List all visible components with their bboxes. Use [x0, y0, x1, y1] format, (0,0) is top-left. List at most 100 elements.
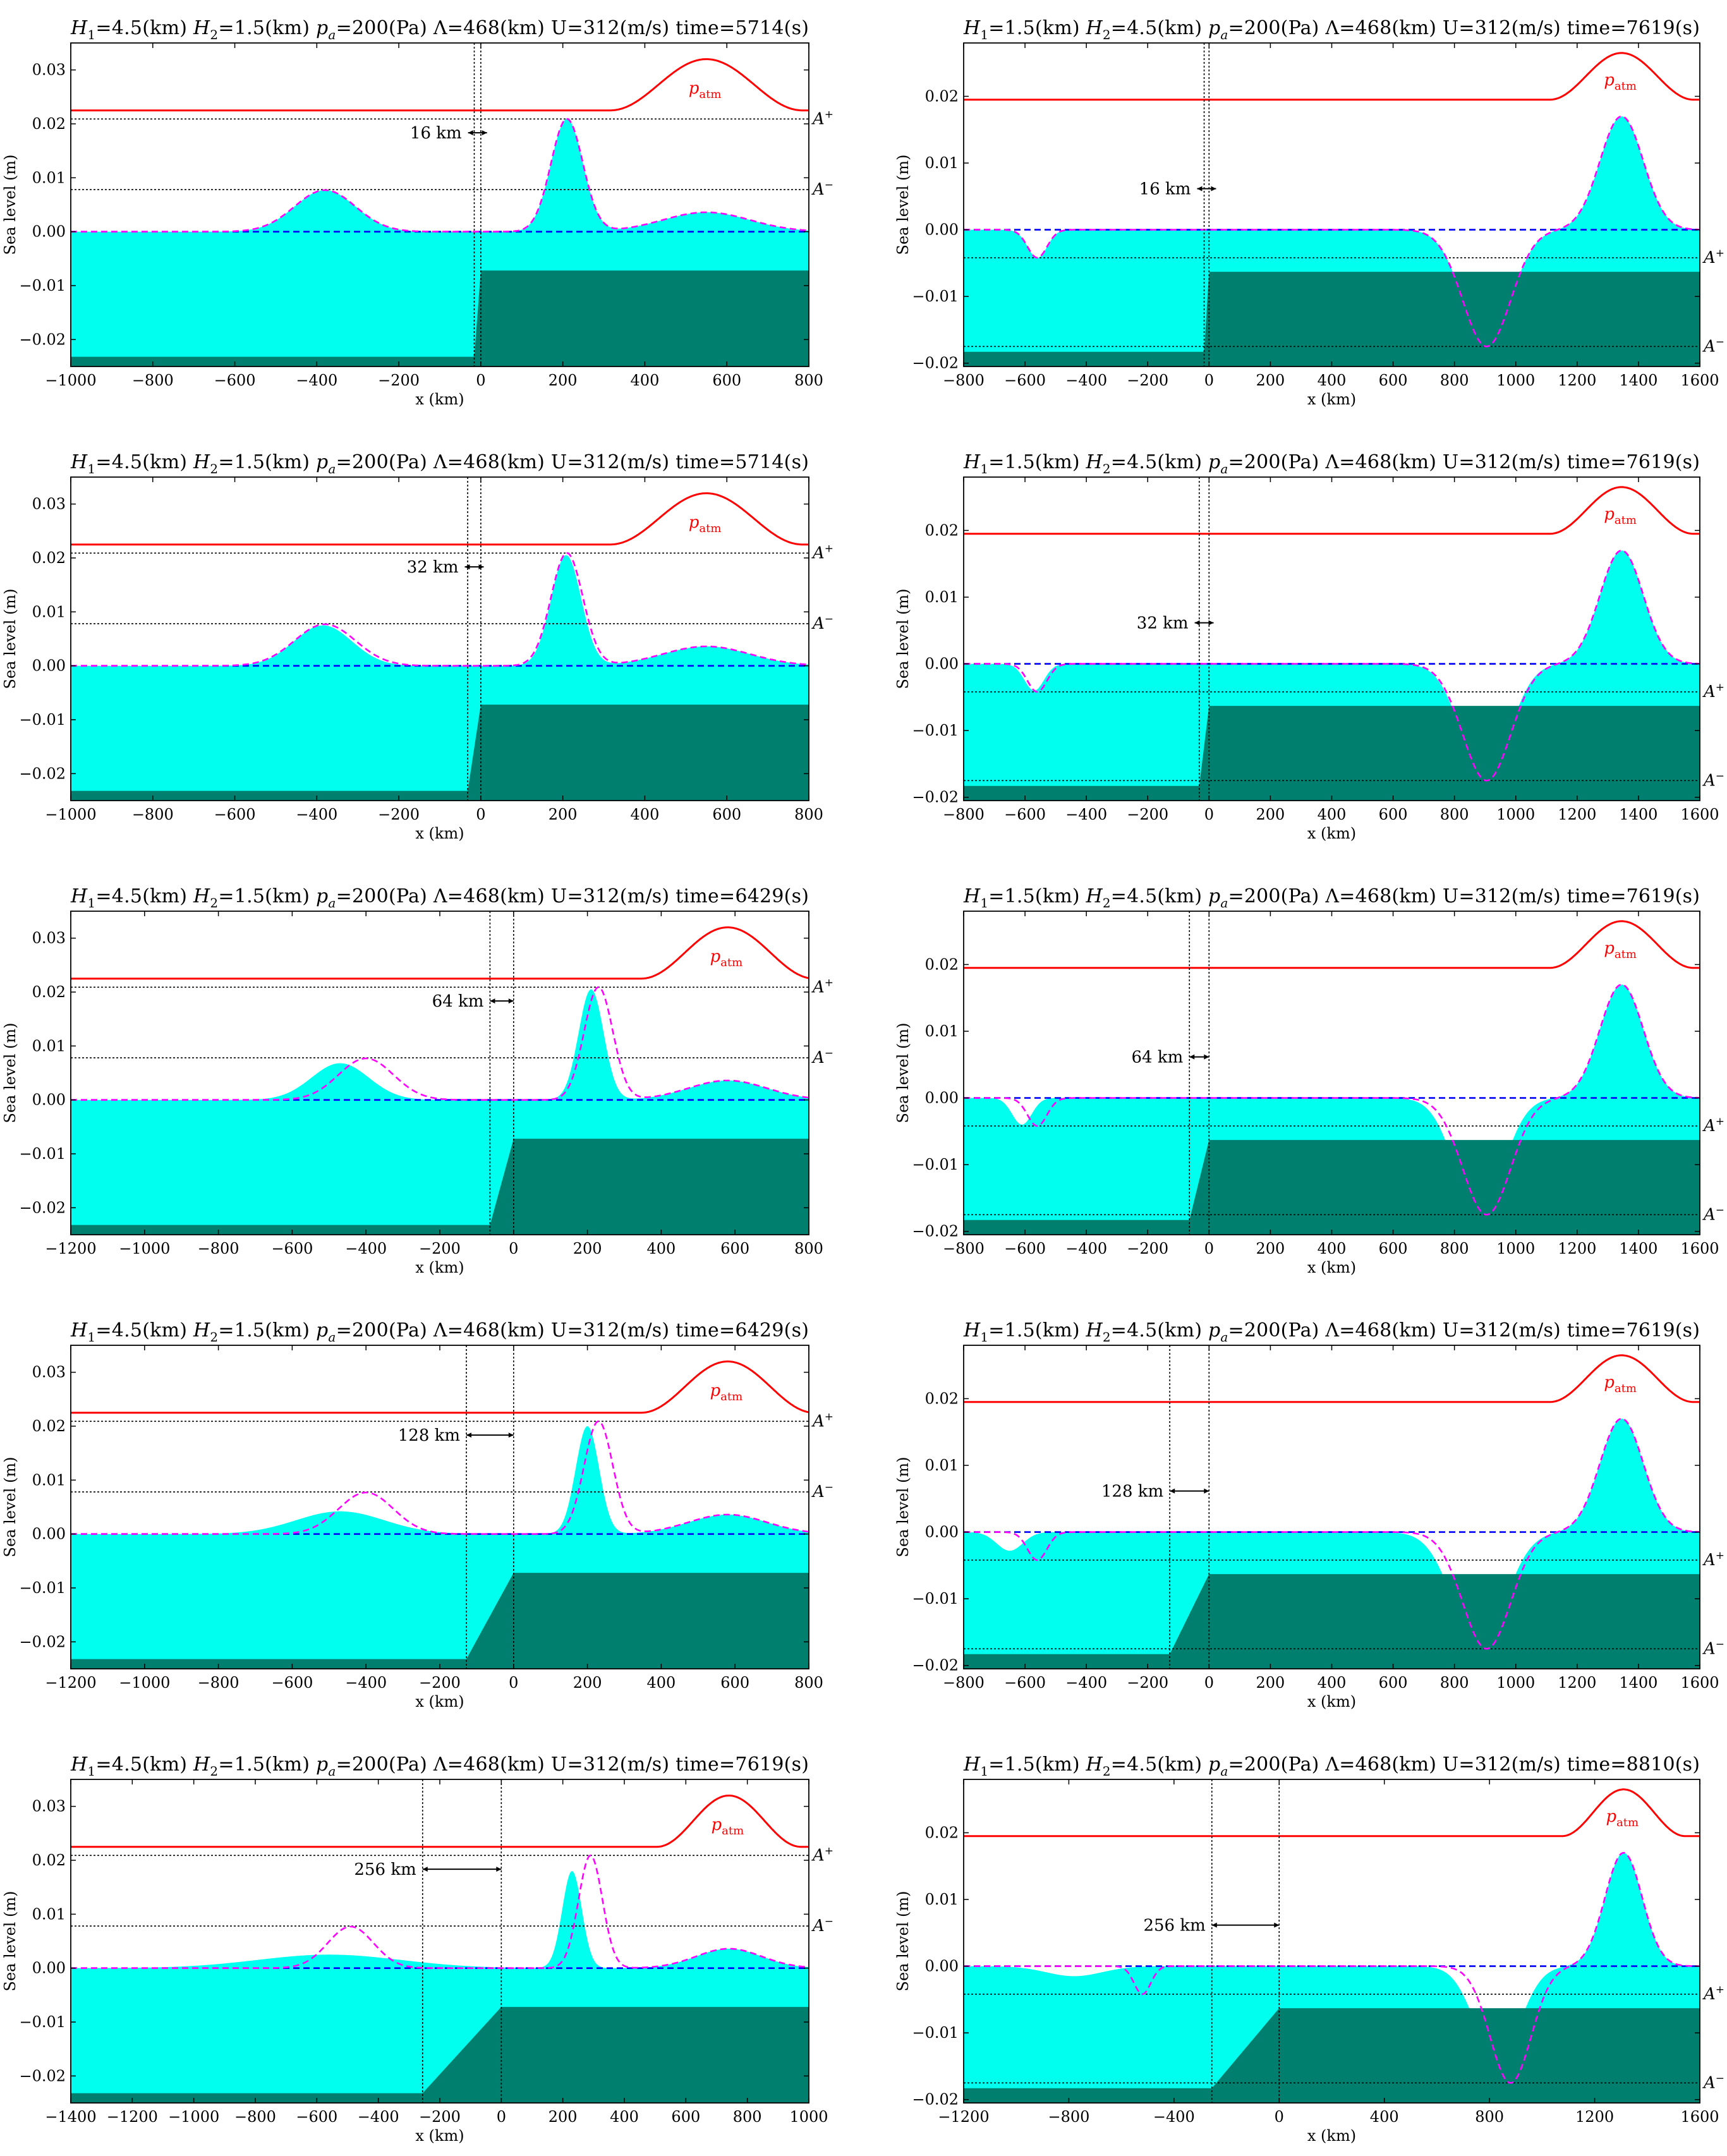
- title-space: [1319, 1753, 1326, 1776]
- title-time: time=7619(s): [1567, 1319, 1700, 1341]
- title-h1-sub: 1: [87, 1329, 95, 1345]
- title-space: [187, 451, 193, 473]
- x-tick-label: −800: [1048, 2108, 1089, 2126]
- patm-subscript: atm: [722, 1824, 744, 1838]
- title-pa-value: =200(Pa): [1228, 1319, 1319, 1341]
- x-tick-label: 800: [794, 1240, 823, 1257]
- title-pa-symbol: p: [1208, 1753, 1220, 1776]
- title-u: U=312(m/s): [551, 17, 669, 39]
- x-tick-label: −1000: [119, 1240, 170, 1257]
- title-lambda: Λ=468(km): [1324, 17, 1436, 39]
- x-tick-label: 400: [1318, 372, 1347, 389]
- y-tick-label: 0.02: [925, 955, 959, 973]
- title-space: [669, 17, 676, 39]
- patm-subscript: atm: [720, 956, 742, 969]
- x-tick-label: 200: [573, 1240, 602, 1257]
- a-minus-label: A−: [811, 1047, 833, 1067]
- x-tick-label: 1000: [1496, 372, 1535, 389]
- title-time: time=6429(s): [676, 885, 809, 907]
- x-tick-label: −600: [1004, 806, 1046, 823]
- y-tick-label: 0.01: [32, 1905, 66, 1923]
- patm-subscript: atm: [1615, 1382, 1637, 1395]
- title-h1-sub: 1: [87, 461, 95, 476]
- y-tick-label: 0.01: [925, 1457, 959, 1474]
- x-tick-label: 1400: [1619, 372, 1657, 389]
- y-tick-label: 0.03: [32, 930, 66, 947]
- axes-frame: [70, 42, 809, 367]
- a-minus-label: A−: [811, 1481, 833, 1501]
- title-lambda: Λ=468(km): [433, 1753, 545, 1776]
- x-tick-label: 0: [1204, 1674, 1214, 1692]
- a-superscript: +: [1716, 1983, 1724, 1996]
- seabed: [964, 1574, 1700, 1669]
- a-plus-label: A+: [811, 108, 833, 128]
- x-tick-label: 1000: [789, 2108, 828, 2126]
- y-tick-label: −0.02: [19, 2067, 66, 2085]
- shelf-width-label: 256 km: [1143, 1917, 1205, 1935]
- y-tick-label: −0.01: [912, 1590, 959, 1608]
- title-space: [545, 17, 551, 39]
- y-axis-label: Sea level (m): [894, 588, 912, 689]
- x-tick-label: 1200: [1558, 1674, 1596, 1692]
- y-tick-label: −0.02: [912, 789, 959, 806]
- y-tick-label: 0.01: [925, 1022, 959, 1040]
- x-tick-label: −200: [378, 806, 420, 823]
- a-superscript: −: [1716, 1204, 1724, 1216]
- title-h2-symbol: H: [1085, 1753, 1103, 1776]
- y-tick-label: 0.01: [32, 1037, 66, 1055]
- title-h1-value: =1.5(km): [988, 1319, 1079, 1341]
- y-tick-label: 0.01: [32, 1471, 66, 1489]
- x-tick-label: 1600: [1680, 806, 1719, 823]
- x-tick-label: 400: [610, 2108, 639, 2126]
- x-tick-label: 400: [1318, 1674, 1347, 1692]
- title-space: [1202, 1753, 1208, 1776]
- x-tick-label: 600: [671, 2108, 700, 2126]
- x-tick-label: 800: [794, 806, 823, 823]
- plot-area: [964, 486, 1700, 801]
- y-tick-label: −0.02: [912, 2091, 959, 2109]
- patm-curve: [71, 1360, 809, 1414]
- y-axis-label: Sea level (m): [1, 154, 19, 255]
- title-pa-sub: a: [328, 27, 336, 42]
- panel-title: H1=4.5(km) H2=1.5(km) pa=200(Pa) Λ=468(k…: [70, 1319, 809, 1345]
- x-tick-label: −1200: [45, 1674, 96, 1692]
- y-tick-label: −0.02: [912, 354, 959, 372]
- x-axis-label: x (km): [1307, 1693, 1356, 1711]
- title-space: [1202, 451, 1208, 473]
- shelf-width-label: 128 km: [1101, 1482, 1163, 1501]
- x-axis-label: x (km): [415, 1693, 464, 1711]
- title-lambda: Λ=468(km): [433, 885, 545, 907]
- x-axis-label: x (km): [1307, 391, 1356, 408]
- y-tick-label: −0.01: [19, 1145, 66, 1163]
- patm-curve: [964, 52, 1700, 101]
- title-lambda: Λ=468(km): [1324, 885, 1436, 907]
- arrow-head-right: [496, 1867, 502, 1872]
- patm-label: patm: [710, 1381, 743, 1403]
- title-pa-value: =200(Pa): [336, 17, 427, 39]
- x-tick-label: 1000: [1496, 806, 1535, 823]
- title-space: [427, 17, 433, 39]
- patm-curve: [964, 920, 1700, 969]
- a-minus-label: A+: [1702, 247, 1724, 267]
- shelf-width-label: 128 km: [398, 1426, 460, 1445]
- x-tick-label: 800: [794, 1674, 823, 1692]
- a-plus-label: A+: [811, 976, 833, 996]
- y-tick-label: −0.02: [912, 1223, 959, 1240]
- x-tick-label: −600: [214, 372, 256, 389]
- title-h2-value: =1.5(km): [218, 1753, 310, 1776]
- patm-subscript: atm: [699, 88, 721, 101]
- title-h1-symbol: H: [70, 1319, 88, 1341]
- title-space: [310, 451, 316, 473]
- title-space: [310, 885, 316, 907]
- x-tick-label: −800: [234, 2108, 276, 2126]
- title-pa-value: =200(Pa): [1228, 885, 1319, 907]
- title-h2-value: =4.5(km): [1111, 1319, 1202, 1341]
- title-time: time=5714(s): [676, 17, 809, 39]
- title-h2-symbol: H: [193, 17, 210, 39]
- x-axis-label: x (km): [415, 2127, 464, 2145]
- title-space: [1561, 885, 1567, 907]
- x-tick-label: −1000: [119, 1674, 170, 1692]
